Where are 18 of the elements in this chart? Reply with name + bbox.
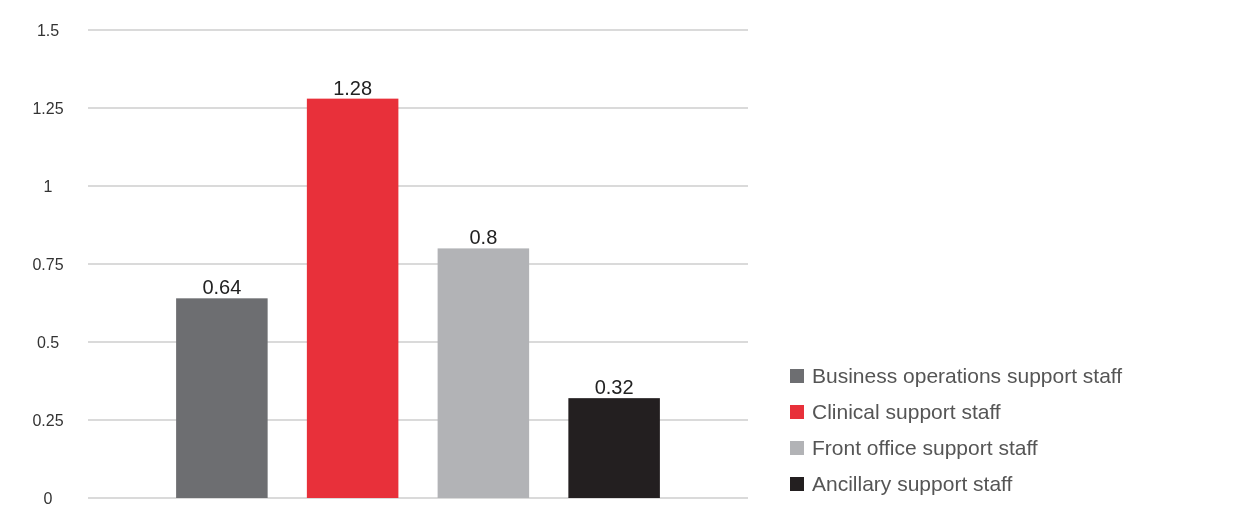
legend-label: Front office support staff: [812, 436, 1038, 460]
legend-label: Clinical support staff: [812, 400, 1001, 424]
data-label: 0.32: [594, 376, 634, 399]
y-tick-label: 0.75: [32, 255, 64, 273]
legend-label: Ancillary support staff: [812, 472, 1013, 496]
y-tick-label: 0.25: [32, 411, 64, 429]
data-label: 0.64: [202, 276, 242, 299]
legend-label: Business operations support staff: [812, 364, 1123, 388]
y-tick-label: 1: [43, 177, 53, 195]
data-label: 0.8: [469, 226, 498, 249]
bar: [568, 398, 660, 498]
y-tick-label: 1.25: [32, 99, 64, 117]
y-tick-label: 0.5: [36, 333, 60, 351]
bar: [176, 298, 268, 498]
data-label: 1.28: [333, 76, 373, 99]
y-tick-label: 0: [43, 489, 53, 507]
y-tick-label: 1.5: [36, 21, 60, 39]
bar: [306, 98, 399, 498]
